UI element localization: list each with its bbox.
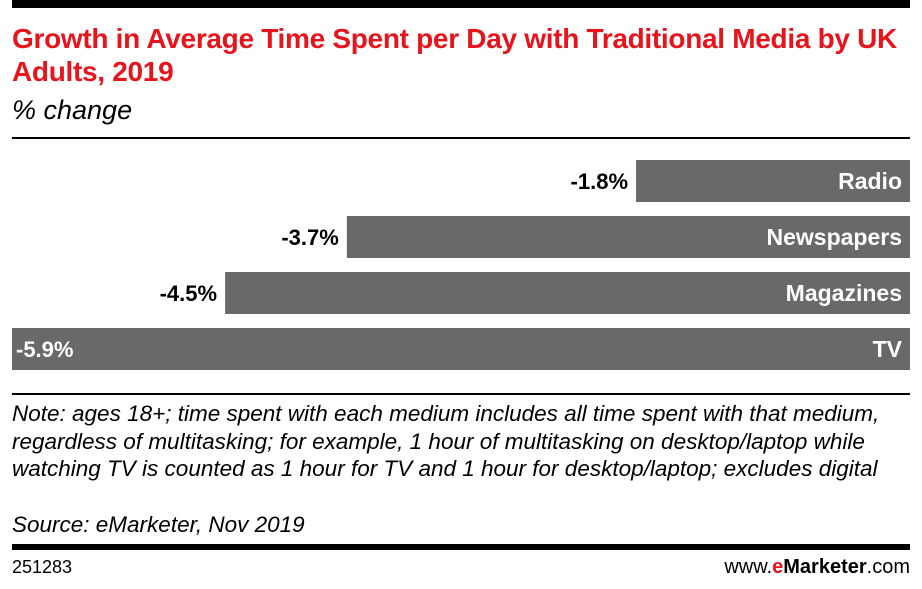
- bottom-rule: [12, 544, 910, 550]
- chart-id: 251283: [12, 557, 73, 577]
- chart-title: Growth in Average Time Spent per Day wit…: [12, 23, 897, 87]
- brand-prefix: www.: [724, 556, 773, 578]
- brand-e: e: [772, 556, 784, 578]
- value-label-radio: -1.8%: [571, 169, 628, 194]
- category-label-magazines: Magazines: [786, 280, 902, 306]
- brand-suffix: .com: [866, 556, 910, 578]
- chart-divider: [12, 393, 910, 395]
- header-divider: [12, 137, 910, 139]
- footnote: Note: ages 18+; time spent with each med…: [12, 401, 880, 481]
- chart-subtitle: % change: [12, 95, 133, 125]
- bar-radio: [636, 160, 910, 202]
- brand-name: Marketer: [783, 556, 867, 578]
- value-label-newspapers: -3.7%: [281, 225, 338, 250]
- value-label-magazines: -4.5%: [160, 281, 217, 306]
- category-label-newspapers: Newspapers: [766, 224, 902, 250]
- category-label-radio: Radio: [838, 168, 902, 194]
- bar-magazines: [225, 272, 911, 314]
- top-rule: [12, 0, 910, 8]
- source-line: Source: eMarketer, Nov 2019: [12, 512, 305, 537]
- category-label-tv: TV: [873, 336, 903, 362]
- bar-newspapers: [346, 216, 911, 258]
- bar-tv: [12, 328, 910, 370]
- value-label-tv: -5.9%: [16, 337, 73, 362]
- bar-chart: Radio -1.8% Newspapers -3.7% Magazines -4.5% T…: [12, 160, 911, 370]
- brand-logo[interactable]: www.eMarketer.com: [724, 555, 910, 579]
